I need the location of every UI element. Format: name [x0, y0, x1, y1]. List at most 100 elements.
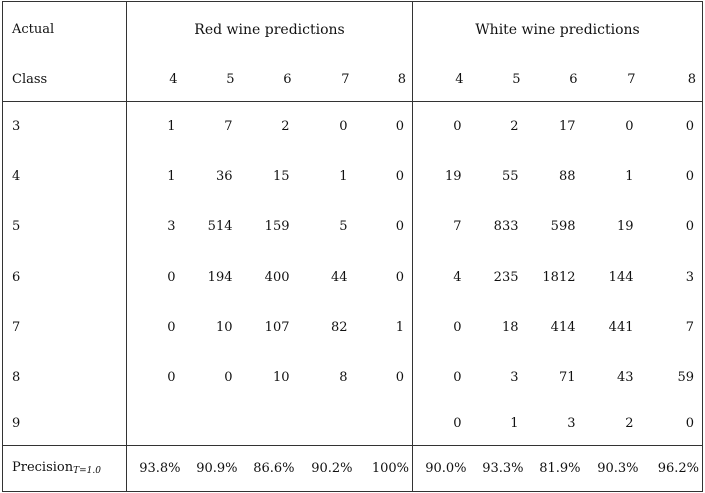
header-row-groups: Actual Red wine predictions White wine p…	[2, 0, 704, 58]
white-cell: 3	[510, 369, 519, 385]
white-cell: 598	[550, 219, 576, 235]
red-cell	[126, 402, 184, 446]
red-cell: 1	[167, 119, 176, 135]
red-cell: 0	[355, 201, 413, 252]
table-row: 7 0 10 107 82 1 0 18 414 441 7	[2, 302, 704, 353]
red-precision-cell: 100%	[355, 445, 413, 493]
white-cell: 0	[412, 402, 470, 446]
actual-class-label: 3	[2, 101, 127, 152]
white-cell: 0	[641, 151, 704, 202]
red-cell: 10	[272, 369, 290, 385]
white-cell: 1	[469, 402, 527, 446]
white-cell: 3	[641, 251, 704, 303]
red-wine-group-header: Red wine predictions	[126, 0, 413, 58]
red-cell-correct: 1	[167, 169, 176, 185]
table-row: 5 3 514 159 5 0 7 833 598 19 0	[2, 201, 704, 252]
white-cell: 7	[641, 302, 704, 353]
red-col-header: 5	[183, 57, 241, 103]
table-row: 4 1 36 15 1 0 19 55 88 1 0	[2, 151, 704, 202]
red-cell: 0	[355, 151, 413, 202]
red-precision-cell: 93.8%	[126, 445, 184, 493]
white-precision-cell: 90.0%	[412, 445, 470, 493]
precision-row: PrecisionT=1.0 93.8% 90.9% 86.6% 90.2% 1…	[2, 445, 704, 493]
white-cell-correct: 441	[608, 319, 634, 335]
white-cell: 1	[625, 169, 634, 185]
red-cell: 0	[167, 369, 176, 385]
white-cell: 0	[641, 201, 704, 252]
white-cell: 17	[558, 119, 576, 135]
red-cell-correct: 514	[207, 219, 233, 235]
white-cell: 0	[625, 119, 634, 135]
white-cell: 3	[526, 402, 584, 446]
red-col-header: 6	[240, 57, 298, 103]
red-cell: 3	[167, 219, 176, 235]
red-cell: 107	[264, 319, 290, 335]
white-cell-correct: 19	[444, 169, 462, 185]
white-col-header: 4	[412, 57, 470, 103]
red-cell: 1	[339, 169, 348, 185]
red-cell	[297, 402, 356, 446]
white-cell: 19	[616, 219, 634, 235]
precision-label: PrecisionT=1.0	[2, 445, 127, 493]
red-precision-cell: 90.2%	[297, 445, 356, 493]
red-cell: 7	[224, 119, 233, 135]
red-cell	[183, 402, 241, 446]
precision-label-subscript: T=1.0	[73, 466, 101, 477]
white-cell: 43	[616, 369, 634, 385]
white-col-header: 8	[641, 57, 704, 103]
white-cell: 2	[583, 402, 642, 446]
white-cell: 18	[501, 319, 519, 335]
actual-class-label: 5	[2, 201, 127, 252]
actual-label: Actual	[2, 0, 127, 58]
red-cell: 10	[215, 319, 233, 335]
class-label: Class	[2, 57, 127, 103]
white-cell: 0	[453, 119, 462, 135]
table-row: 8 0 0 10 8 0 0 3 71 43 59	[2, 352, 704, 403]
red-cell	[355, 402, 413, 446]
actual-class-label: 8	[2, 352, 127, 403]
red-cell: 8	[339, 369, 348, 385]
table-row: 6 0 194 400 44 0 4 235 1812 144 3	[2, 251, 704, 303]
precision-label-main: Precision	[12, 460, 74, 476]
red-cell: 0	[224, 369, 233, 385]
white-cell: 88	[558, 169, 576, 185]
red-cell: 15	[272, 169, 290, 185]
white-col-header: 5	[469, 57, 527, 103]
white-cell: 55	[501, 169, 519, 185]
table-row: 9 0 1 3 2 0	[2, 402, 704, 446]
white-precision-cell: 90.3%	[583, 445, 642, 493]
red-cell	[240, 402, 298, 446]
white-cell: 2	[510, 119, 519, 135]
red-cell: 0	[355, 101, 413, 152]
white-cell: 414	[550, 319, 576, 335]
white-precision-cell: 81.9%	[526, 445, 584, 493]
red-cell-correct: 0	[355, 352, 413, 403]
white-cell: 0	[453, 369, 462, 385]
red-cell: 2	[281, 119, 290, 135]
red-cell-correct: 400	[264, 269, 290, 285]
red-cell: 159	[264, 219, 290, 235]
red-cell: 0	[355, 251, 413, 303]
red-cell: 194	[207, 269, 233, 285]
white-cell: 71	[558, 369, 576, 385]
red-cell: 0	[339, 119, 348, 135]
white-precision-cell: 93.3%	[469, 445, 527, 493]
red-cell-correct: 82	[330, 319, 348, 335]
white-wine-group-header: White wine predictions	[412, 0, 704, 58]
red-precision-cell: 90.9%	[183, 445, 241, 493]
actual-class-label: 9	[2, 402, 127, 446]
red-cell: 36	[215, 169, 233, 185]
white-cell: 144	[608, 269, 634, 285]
actual-class-label: 7	[2, 302, 127, 353]
white-cell-correct: 833	[493, 219, 519, 235]
actual-class-label: 6	[2, 251, 127, 303]
red-cell: 5	[339, 219, 348, 235]
table-row: 3 1 7 2 0 0 0 2 17 0 0	[2, 101, 704, 152]
header-row-columns: Class 4 5 6 7 8 4 5 6 7 8	[2, 57, 704, 103]
white-cell: 235	[493, 269, 519, 285]
white-cell: 4	[453, 269, 462, 285]
red-col-header: 7	[297, 57, 356, 103]
white-cell-correct: 1812	[542, 269, 576, 285]
red-cell: 44	[330, 269, 348, 285]
